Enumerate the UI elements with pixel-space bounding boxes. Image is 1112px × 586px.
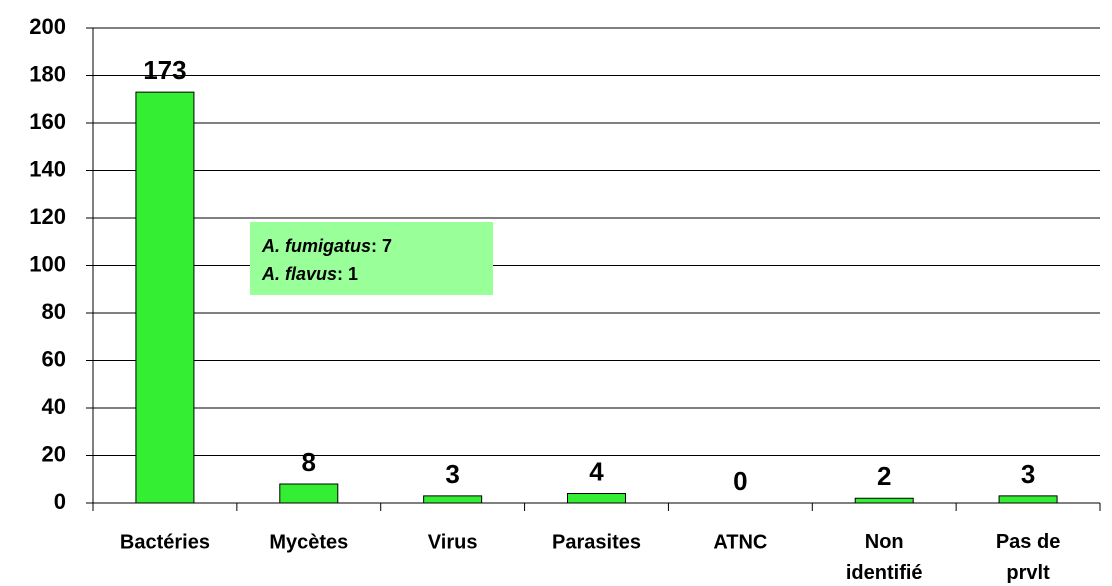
- bar: [423, 495, 483, 504]
- y-tick-label: 40: [42, 394, 66, 419]
- value-label: 3: [445, 459, 459, 489]
- value-label: 173: [143, 55, 186, 85]
- annotation-species: A. flavus: [261, 264, 337, 284]
- y-tick-label: 200: [29, 14, 66, 39]
- bar: [854, 497, 914, 504]
- x-tick-label: Bactéries: [120, 531, 210, 553]
- annotation-line: A. flavus: 1: [261, 264, 358, 284]
- bar: [279, 483, 339, 504]
- x-tick-label: Virus: [428, 531, 478, 553]
- y-tick-label: 180: [29, 61, 66, 86]
- y-tick-label: 120: [29, 204, 66, 229]
- bar: [567, 493, 626, 504]
- value-label: 3: [1021, 459, 1035, 489]
- annotation-line: A. fumigatus: 7: [261, 236, 392, 256]
- annotation-box: [250, 222, 493, 295]
- y-tick-label: 60: [42, 346, 66, 371]
- y-tick-label: 0: [54, 489, 66, 514]
- y-tick-label: 80: [42, 299, 66, 324]
- value-label: 0: [733, 466, 747, 496]
- x-tick-label: Pas de prvlt: [996, 531, 1060, 584]
- y-tick-label: 160: [29, 109, 66, 134]
- x-tick-label: ATNC: [713, 531, 767, 553]
- x-tick-label: Non identifié: [846, 531, 923, 584]
- y-tick-label: 100: [29, 251, 66, 276]
- annotation-count: : 7: [371, 236, 392, 256]
- bar: [998, 495, 1058, 504]
- value-label: 4: [589, 456, 604, 486]
- annotation-count: : 1: [337, 264, 358, 284]
- value-label: 2: [877, 461, 891, 491]
- x-tick-label: Mycètes: [269, 531, 348, 553]
- value-label: 8: [302, 447, 316, 477]
- x-tick-label: Parasites: [552, 531, 641, 553]
- y-tick-label: 20: [42, 441, 66, 466]
- y-tick-label: 140: [29, 156, 66, 181]
- bar: [135, 91, 195, 504]
- annotation-species: A. fumigatus: [261, 236, 371, 256]
